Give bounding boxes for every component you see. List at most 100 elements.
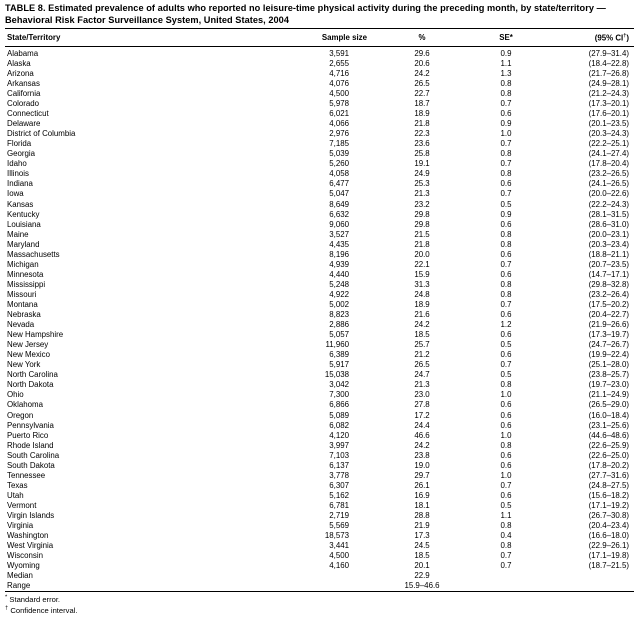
ci-cell: (20.3–24.3) <box>588 129 629 139</box>
se-cell: 1.1 <box>500 58 512 68</box>
dagger-marker: † <box>5 605 9 612</box>
se-cell: 0.6 <box>500 420 512 430</box>
ci-cell: (25.1–28.0) <box>588 360 629 370</box>
sample-cell: 5,002 <box>329 299 349 309</box>
sample-cell: 3,591 <box>329 48 349 58</box>
se-cell: 0.8 <box>500 229 512 239</box>
ci-cell: (20.3–23.4) <box>588 239 629 249</box>
sample-cell: 5,162 <box>329 490 349 500</box>
state-cell: Ohio <box>7 390 24 400</box>
state-cell: New Mexico <box>7 350 50 360</box>
sample-cell: 5,248 <box>329 279 349 289</box>
se-cell: 0.7 <box>500 159 512 169</box>
ci-cell: (19.7–23.0) <box>588 380 629 390</box>
ci-cell: (22.2–24.3) <box>588 199 629 209</box>
se-cell: 0.8 <box>500 380 512 390</box>
state-cell: Rhode Island <box>7 440 54 450</box>
pct-cell: 29.7 <box>414 470 430 480</box>
ci-cell: (18.8–21.1) <box>588 249 629 259</box>
sample-cell: 3,042 <box>329 380 349 390</box>
ci-cell: (23.1–25.6) <box>588 420 629 430</box>
sample-cell: 4,500 <box>329 89 349 98</box>
pct-cell: 22.3 <box>414 129 430 139</box>
state-cell: Maine <box>7 229 29 239</box>
state-cell: Nevada <box>7 320 35 330</box>
table-row: Ohio 7,300 23.0 1.0 (21.1–24.9) <box>5 390 634 400</box>
ci-cell: (27.7–31.6) <box>588 470 629 480</box>
sample-cell: 4,939 <box>329 259 349 269</box>
sample-cell: 4,440 <box>329 269 349 279</box>
state-cell: Indiana <box>7 179 33 189</box>
table-row: Georgia 5,039 25.8 0.8 (24.1–27.4) <box>5 149 634 159</box>
pct-cell: 24.2 <box>414 68 430 78</box>
state-cell: Tennessee <box>7 470 46 480</box>
state-cell: Alabama <box>7 48 39 58</box>
pct-cell: 23.2 <box>414 199 430 209</box>
pct-cell: 20.6 <box>414 58 430 68</box>
ci-cell: (20.4–22.7) <box>588 310 629 320</box>
state-cell: Colorado <box>7 99 40 109</box>
ci-cell: (22.2–25.1) <box>588 139 629 149</box>
pct-cell: 24.9 <box>414 169 430 179</box>
sample-cell: 6,477 <box>329 179 349 189</box>
state-cell: Delaware <box>7 119 41 129</box>
sample-cell: 4,716 <box>329 68 349 78</box>
sample-cell: 9,060 <box>329 219 349 229</box>
sample-cell: 4,076 <box>329 78 349 88</box>
ci-cell: (21.7–26.8) <box>588 68 629 78</box>
pct-cell: 24.4 <box>414 420 430 430</box>
state-cell: Utah <box>7 490 24 500</box>
state-cell: Wisconsin <box>7 551 43 561</box>
state-cell: Median <box>7 571 33 581</box>
ci-cell: (19.9–22.4) <box>588 350 629 360</box>
sample-cell: 6,137 <box>329 460 349 470</box>
se-cell: 0.6 <box>500 310 512 320</box>
table-row: Kansas 8,649 23.2 0.5 (22.2–24.3) <box>5 200 634 210</box>
pct-cell: 25.7 <box>414 340 430 350</box>
pct-cell: 16.9 <box>414 490 430 500</box>
footnote-text: Standard error. <box>9 595 61 605</box>
pct-cell: 21.2 <box>414 350 430 360</box>
state-cell: Mississippi <box>7 279 46 289</box>
sample-cell: 2,976 <box>329 129 349 139</box>
ci-cell: (23.2–26.5) <box>588 169 629 179</box>
ci-cell: (24.1–27.4) <box>588 149 629 159</box>
se-cell: 0.6 <box>500 219 512 229</box>
sample-cell: 5,569 <box>329 521 349 531</box>
state-cell: New Jersey <box>7 340 49 350</box>
ci-cell: (28.1–31.5) <box>588 209 629 219</box>
pct-cell: 23.6 <box>414 139 430 149</box>
pct-cell: 23.8 <box>414 450 430 460</box>
table-row: Texas 6,307 26.1 0.7 (24.8–27.5) <box>5 481 634 491</box>
table-row: South Dakota 6,137 19.0 0.6 (17.8–20.2) <box>5 461 634 471</box>
sample-cell: 8,649 <box>329 199 349 209</box>
table-row: Wyoming 4,160 20.1 0.7 (18.7–21.5) <box>5 561 634 571</box>
sample-cell: 8,823 <box>329 310 349 320</box>
pct-cell: 18.5 <box>414 551 430 561</box>
column-header-standard-error: SE* <box>477 28 535 47</box>
ci-cell: (22.6–25.0) <box>588 450 629 460</box>
prevalence-table: State/Territory Sample size % SE* (95% C… <box>5 28 634 593</box>
se-cell: 0.7 <box>500 259 512 269</box>
pct-cell: 27.8 <box>414 400 430 410</box>
column-header-state-territory: State/Territory <box>5 28 305 47</box>
pct-cell: 19.0 <box>414 460 430 470</box>
se-cell: 0.8 <box>500 521 512 531</box>
table-row: Arizona 4,716 24.2 1.3 (21.7–26.8) <box>5 69 634 79</box>
se-cell: 0.8 <box>500 149 512 159</box>
state-cell: Alaska <box>7 58 31 68</box>
state-cell: Range <box>7 581 31 591</box>
ci-cell: (22.6–25.9) <box>588 440 629 450</box>
se-cell: 1.0 <box>500 390 512 400</box>
state-cell: Arizona <box>7 68 34 78</box>
se-cell: 0.8 <box>500 89 512 98</box>
se-cell: 1.0 <box>500 430 512 440</box>
ci-cell: (24.8–27.5) <box>588 480 629 490</box>
table-row: Montana 5,002 18.9 0.7 (17.5–20.2) <box>5 300 634 310</box>
sample-cell: 5,260 <box>329 159 349 169</box>
se-cell: 0.9 <box>500 209 512 219</box>
sample-cell: 8,196 <box>329 249 349 259</box>
se-cell: 0.8 <box>500 169 512 179</box>
pct-cell: 31.3 <box>414 279 430 289</box>
table-row: New Jersey 11,960 25.7 0.5 (24.7–26.7) <box>5 340 634 350</box>
